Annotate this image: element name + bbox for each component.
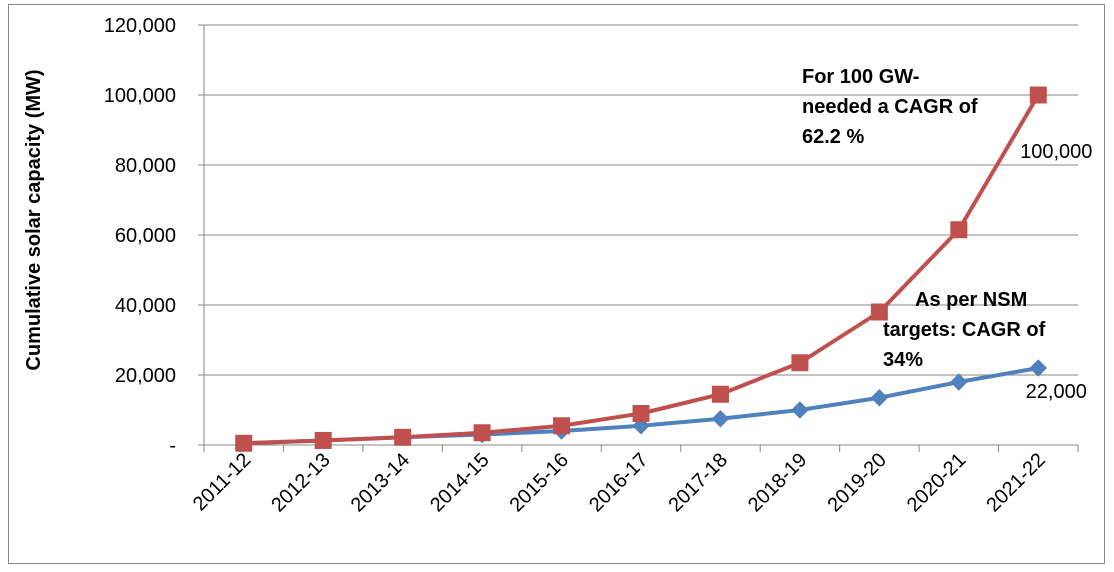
annotations: For 100 GW-needed a CAGR of 62.2 % As per … [802, 66, 1046, 371]
x-tick-label: 2014-15 [426, 449, 493, 516]
diamond-marker [950, 373, 968, 391]
y-tick-labels: - 20,000 40,000 60,000 80,000 100,000 120,000 [104, 15, 176, 457]
x-tick-label: 2021-22 [982, 449, 1049, 516]
diamond-marker [870, 389, 889, 407]
gridlines [204, 24, 1078, 376]
x-tick-labels: 2011-12 2012-13 2013-14 2014-15 2015-16 2016-… [189, 449, 1050, 516]
square-marker [394, 428, 412, 446]
annotation-line: 62.2 % [802, 126, 864, 148]
square-marker [791, 354, 809, 372]
series-lines [241, 93, 1041, 446]
square-marker [553, 417, 571, 435]
x-tick-label: 2018-19 [744, 449, 811, 516]
y-tick-label: 20,000 [115, 365, 176, 387]
y-tick-label: 80,000 [115, 155, 176, 177]
y-tick-label: 120,000 [104, 15, 176, 37]
x-tick-label: 2019-20 [823, 449, 890, 516]
square-marker [473, 424, 491, 442]
x-tick-label: 2013-14 [347, 449, 414, 516]
annotation-line: targets: CAGR of [883, 319, 1046, 341]
chart-frame [8, 4, 1105, 564]
axes [198, 24, 1079, 452]
annotation-line: As per NSM [915, 289, 1027, 311]
x-tick-label: 2020-21 [903, 449, 970, 516]
square-marker [950, 221, 968, 239]
x-tick-label: 2016-17 [585, 449, 652, 516]
x-tick-label: 2017-18 [665, 449, 732, 516]
data-labels: 100,000 22,000 [1020, 141, 1092, 403]
diamond-marker [1029, 359, 1047, 377]
x-tick-label: 2012-13 [267, 449, 334, 516]
diamond-marker [711, 410, 730, 428]
square-marker [1029, 86, 1047, 104]
square-marker [870, 303, 888, 321]
y-tick-label: 100,000 [104, 85, 176, 107]
square-marker [235, 434, 253, 452]
data-label: 100,000 [1020, 141, 1092, 163]
y-tick-label: - [169, 435, 176, 457]
x-tick-label: 2011-12 [189, 449, 255, 515]
annotation-line: needed a CAGR of [802, 96, 978, 118]
annotation-line: 34% [883, 349, 923, 371]
diamond-marker [791, 401, 809, 419]
square-marker [711, 385, 729, 403]
square-marker [314, 431, 332, 449]
annotation-line: For 100 GW- [802, 66, 919, 88]
data-label: 22,000 [1026, 381, 1087, 403]
series-markers [235, 86, 1047, 452]
y-axis-title: Cumulative solar capacity (MW) [23, 69, 45, 370]
y-tick-label: 60,000 [115, 225, 176, 247]
square-marker [632, 405, 650, 422]
y-tick-label: 40,000 [115, 295, 176, 317]
x-tick-label: 2015-16 [506, 449, 573, 516]
